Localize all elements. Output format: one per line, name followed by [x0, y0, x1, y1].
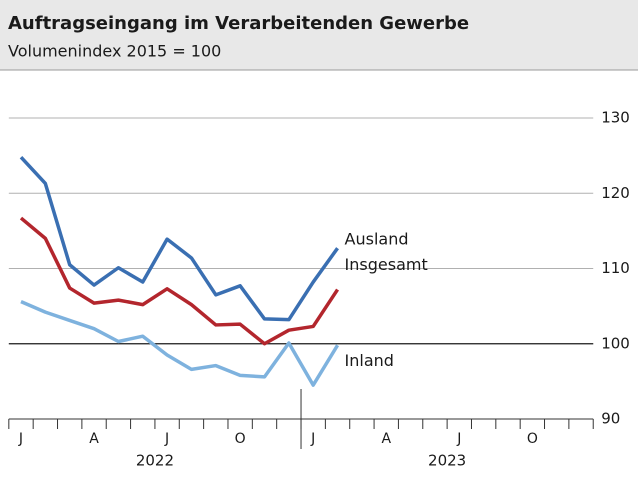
series-label: Ausland — [345, 230, 409, 249]
series-line — [19, 155, 339, 322]
y-tick-label: 130 — [601, 109, 630, 127]
x-tick-label: J — [310, 431, 315, 447]
series-label: Insgesamt — [345, 255, 428, 274]
x-tick-label: J — [18, 431, 23, 447]
y-tick-label: 120 — [601, 184, 630, 202]
y-tick-label: 110 — [601, 259, 630, 277]
series-line — [19, 216, 340, 346]
x-tick-label: J — [456, 431, 461, 447]
x-tick-label: O — [235, 431, 246, 447]
x-tick-label: A — [89, 431, 99, 447]
x-tick-label: O — [527, 431, 538, 447]
year-label: 2023 — [428, 452, 466, 470]
y-tick-label: 100 — [601, 334, 630, 352]
year-label: 2022 — [136, 452, 174, 470]
series-line — [20, 300, 340, 387]
title-band — [0, 0, 638, 70]
x-tick-label: J — [164, 431, 169, 447]
x-tick-label: A — [381, 431, 391, 447]
y-tick-label: 90 — [601, 410, 620, 428]
series-label: Inland — [345, 351, 394, 370]
chart-title: Auftragseingang im Verarbeitenden Gewerb… — [8, 13, 469, 34]
chart-subtitle: Volumenindex 2015 = 100 — [8, 42, 221, 61]
